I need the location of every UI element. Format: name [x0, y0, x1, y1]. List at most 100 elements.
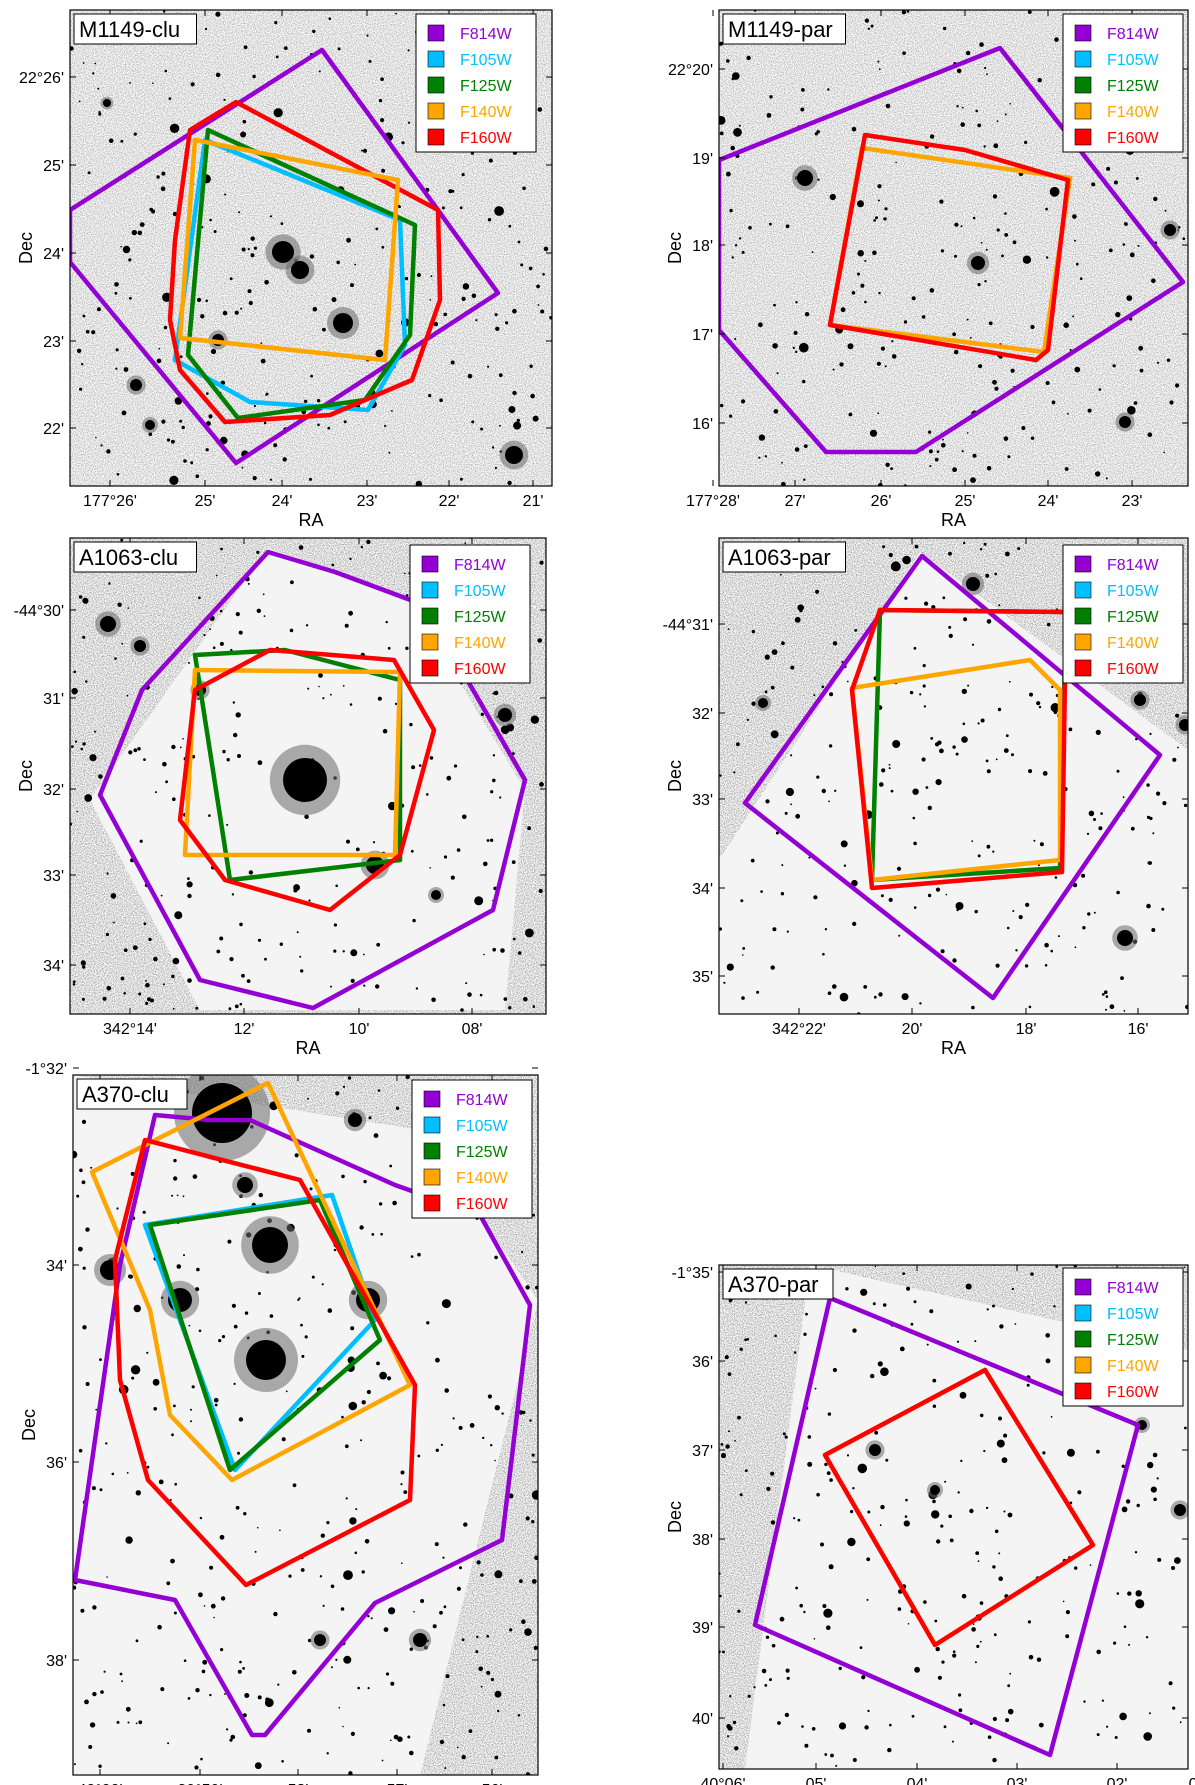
- x-tick-label: 25': [195, 493, 216, 510]
- footprint-f814w: [73, 1112, 533, 1738]
- footprint-f814w: [97, 549, 528, 1011]
- footprint-f814w: [752, 1295, 1141, 1758]
- panel-title: A1063-par: [722, 541, 846, 573]
- plot-frame: [718, 537, 1189, 1015]
- x-tick-label: 08': [462, 1021, 483, 1038]
- legend: F814W F105W F125W F140W F160W: [409, 544, 531, 684]
- y-tick-label: 34': [43, 958, 64, 975]
- legend-label: F814W: [1107, 557, 1159, 574]
- legend-swatch: [423, 1116, 441, 1134]
- footprint-f160w: [112, 1137, 418, 1588]
- x-axis-label: RA: [298, 510, 323, 530]
- legend-swatch: [423, 1168, 441, 1186]
- y-tick-label: -1°32': [26, 1061, 67, 1078]
- legend-swatch: [1074, 50, 1092, 68]
- x-axis-label: RA: [941, 510, 966, 530]
- footprint-f140w: [89, 1080, 413, 1483]
- x-tick-label: 23': [357, 493, 378, 510]
- y-axis-label: Dec: [665, 232, 685, 264]
- legend-swatch: [1074, 76, 1092, 94]
- legend-label: F160W: [456, 1196, 508, 1213]
- legend: F814W F105W F125W F140W F160W: [415, 13, 537, 153]
- legend-swatch: [423, 1194, 441, 1212]
- x-tick-label: 10': [349, 1021, 370, 1038]
- legend-label: F140W: [1107, 635, 1159, 652]
- y-tick-label: -1°35': [672, 1265, 713, 1282]
- y-tick-label: 22': [43, 421, 64, 438]
- y-axis-label: Dec: [665, 1501, 685, 1533]
- legend-label: F105W: [460, 52, 512, 69]
- legend-label: F814W: [454, 557, 506, 574]
- panel-title: A1063-clu: [73, 541, 197, 573]
- x-tick-label: 24': [272, 493, 293, 510]
- svg-text:A1063-par: A1063-par: [728, 545, 831, 570]
- legend: F814W F105W F125W F140W F160W: [1062, 13, 1184, 153]
- legend-swatch: [421, 607, 439, 625]
- x-tick-label: 39°59': [177, 1782, 222, 1785]
- legend-label: F160W: [460, 130, 512, 147]
- y-tick-label: 17': [692, 327, 713, 344]
- legend-swatch: [1074, 607, 1092, 625]
- legend-label: F140W: [454, 635, 506, 652]
- footprint-f160w: [177, 647, 437, 913]
- panel-m1149-clu: 177°26' 25' 24' 23' 22' 21' 22°26' 25' 24' 23' 22'…: [16, 9, 553, 530]
- panel-a370-par: 40°06' 05' 04' 03' 02' 01' -1°35' 36' 37' 38' 39' 4…: [665, 1264, 1195, 1785]
- legend-swatch: [421, 581, 439, 599]
- legend-swatch: [421, 633, 439, 651]
- legend-swatch: [1074, 1278, 1092, 1296]
- legend-swatch: [1074, 128, 1092, 146]
- legend-label: F160W: [1107, 1384, 1159, 1401]
- legend-swatch: [427, 102, 445, 120]
- legend-swatch: [427, 76, 445, 94]
- x-tick-label: 24': [1038, 493, 1059, 510]
- y-tick-label: 25': [43, 158, 64, 175]
- panel-title: M1149-par: [722, 13, 846, 45]
- y-tick-label: 19': [692, 151, 713, 168]
- y-tick-label: 35': [692, 969, 713, 986]
- y-tick-label: 18': [692, 238, 713, 255]
- footprint-f140w: [182, 667, 403, 858]
- svg-text:A370-clu: A370-clu: [82, 1082, 169, 1107]
- legend-label: F105W: [454, 583, 506, 600]
- y-tick-label: 16': [692, 416, 713, 433]
- x-tick-label: 22': [439, 493, 460, 510]
- y-tick-label: 36': [46, 1455, 67, 1472]
- legend-swatch: [427, 24, 445, 42]
- svg-text:M1149-clu: M1149-clu: [79, 17, 180, 42]
- legend-swatch: [423, 1090, 441, 1108]
- x-tick-label: 177°26': [83, 493, 137, 510]
- y-tick-label: 32': [43, 782, 64, 799]
- legend-label: F160W: [1107, 130, 1159, 147]
- legend-label: F105W: [1107, 583, 1159, 600]
- x-tick-label: 56': [482, 1782, 503, 1785]
- x-axis-label: RA: [941, 1038, 966, 1058]
- legend-swatch: [427, 128, 445, 146]
- legend-swatch: [1074, 581, 1092, 599]
- y-tick-label: 38': [46, 1653, 67, 1670]
- footprint-f160w: [822, 1367, 1096, 1648]
- panel-title: M1149-clu: [73, 13, 197, 45]
- x-tick-label: 20': [902, 1021, 923, 1038]
- y-tick-label: -44°31': [663, 617, 713, 634]
- y-tick-label: 36': [692, 1354, 713, 1371]
- sky-image: [719, 10, 1188, 486]
- legend-label: F814W: [1107, 26, 1159, 43]
- panel-a1063-clu: 342°14' 12' 10' 08' -44°30' 31' 32' 33' 34' RA Dec…: [14, 537, 547, 1058]
- legend-label: F125W: [460, 78, 512, 95]
- legend-label: F125W: [1107, 78, 1159, 95]
- y-axis-label: Dec: [16, 760, 36, 792]
- legend-swatch: [421, 659, 439, 677]
- x-tick-label: 05': [806, 1776, 827, 1785]
- legend-swatch: [427, 50, 445, 68]
- y-tick-label: 37': [692, 1443, 713, 1460]
- x-tick-label: 40°00': [77, 1782, 122, 1785]
- panel-a1063-par: 342°22' 20' 18' 16' -44°31' 32' 33' 34' 35' RA Dec…: [663, 537, 1189, 1058]
- legend-label: F105W: [1107, 52, 1159, 69]
- legend: F814W F105W F125W F140W F160W: [1062, 544, 1184, 684]
- footprint-f140w: [177, 137, 401, 363]
- legend-label: F814W: [456, 1092, 508, 1109]
- x-tick-label: 04': [907, 1776, 928, 1785]
- y-tick-label: 39': [692, 1620, 713, 1637]
- x-tick-label: 342°14': [103, 1021, 157, 1038]
- legend-label: F814W: [1107, 1280, 1159, 1297]
